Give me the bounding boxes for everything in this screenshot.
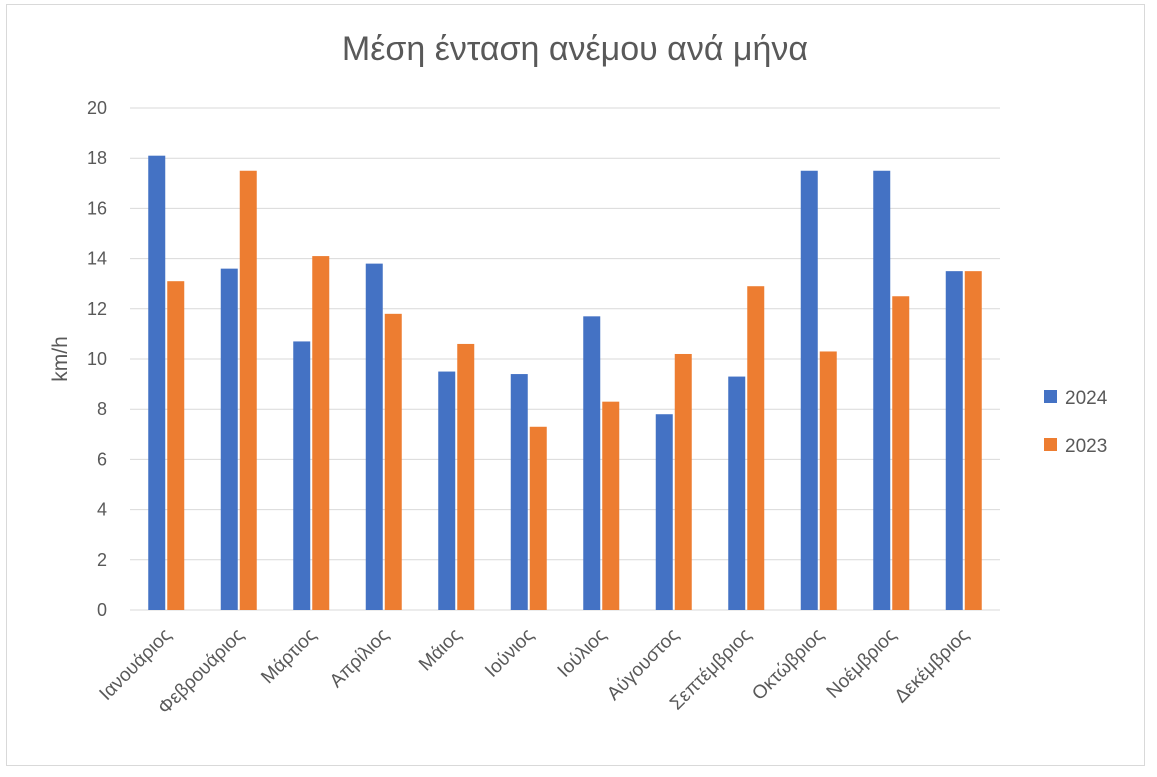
chart-title: Μέση ένταση ανέμου ανά μήνα: [342, 30, 808, 68]
bar-2024-11: [873, 170, 891, 610]
bar-2024-3: [293, 341, 311, 610]
y-tick-label: 0: [97, 600, 107, 620]
y-tick-label: 4: [97, 500, 107, 520]
x-tick-label: Αύγουστος: [603, 625, 683, 705]
x-tick-label: Απρίλιος: [326, 625, 393, 692]
y-axis-label: km/h: [49, 336, 72, 382]
x-tick-label: Ιούνιος: [481, 625, 538, 682]
bar-2024-2: [220, 268, 238, 610]
bar-2023-5: [457, 343, 475, 610]
x-tick-label: Μάρτιος: [257, 625, 321, 689]
bar-2024-6: [510, 374, 528, 610]
legend-swatch-2024: [1044, 390, 1057, 403]
bar-2024-9: [728, 376, 746, 610]
y-tick-label: 18: [87, 148, 107, 168]
bar-2023-11: [892, 296, 910, 610]
bar-2023-7: [602, 401, 620, 610]
legend-label: 2024: [1065, 388, 1108, 409]
x-tick-label: Δεκέμβριος: [891, 625, 974, 708]
bar-2023-8: [674, 353, 692, 610]
bar-2023-3: [312, 256, 330, 610]
x-tick-label: Οκτώβριος: [748, 625, 828, 705]
bar-2024-1: [148, 155, 166, 610]
bar-2024-4: [365, 263, 383, 610]
bar-2024-5: [438, 371, 456, 610]
y-tick-label: 8: [97, 399, 107, 419]
x-tick-label: Μάιος: [415, 625, 466, 676]
bars: [148, 155, 982, 610]
bar-2024-7: [583, 316, 601, 610]
bar-2024-10: [800, 170, 818, 610]
bar-2023-1: [167, 281, 185, 610]
bar-2023-10: [819, 351, 837, 610]
y-tick-label: 6: [97, 449, 107, 469]
bar-2024-8: [655, 414, 673, 610]
bar-2024-12: [945, 271, 963, 610]
legend: 2024 2023: [1044, 388, 1108, 457]
bar-2023-9: [747, 286, 765, 610]
bar-2023-6: [529, 426, 547, 610]
gridlines: [130, 107, 1000, 611]
y-tick-label: 14: [87, 249, 107, 269]
y-tick-label: 10: [87, 349, 107, 369]
y-tick-label: 16: [87, 198, 107, 218]
y-tick-label: 20: [87, 98, 107, 118]
x-tick-label: Ιανουάριος: [96, 625, 176, 705]
legend-label: 2023: [1065, 436, 1107, 457]
y-tick-label: 12: [87, 299, 107, 319]
y-tick-label: 2: [97, 550, 107, 570]
x-tick-label: Ιούλιος: [554, 625, 611, 682]
bar-2023-12: [964, 271, 982, 610]
bar-2023-4: [384, 313, 402, 610]
x-tick-label: Νοέμβριος: [823, 625, 901, 703]
y-axis-ticks: 0 2 4 6 8 10 12 14 16 18 20: [87, 98, 107, 620]
bar-2023-2: [239, 170, 257, 610]
legend-swatch-2023: [1044, 438, 1057, 451]
